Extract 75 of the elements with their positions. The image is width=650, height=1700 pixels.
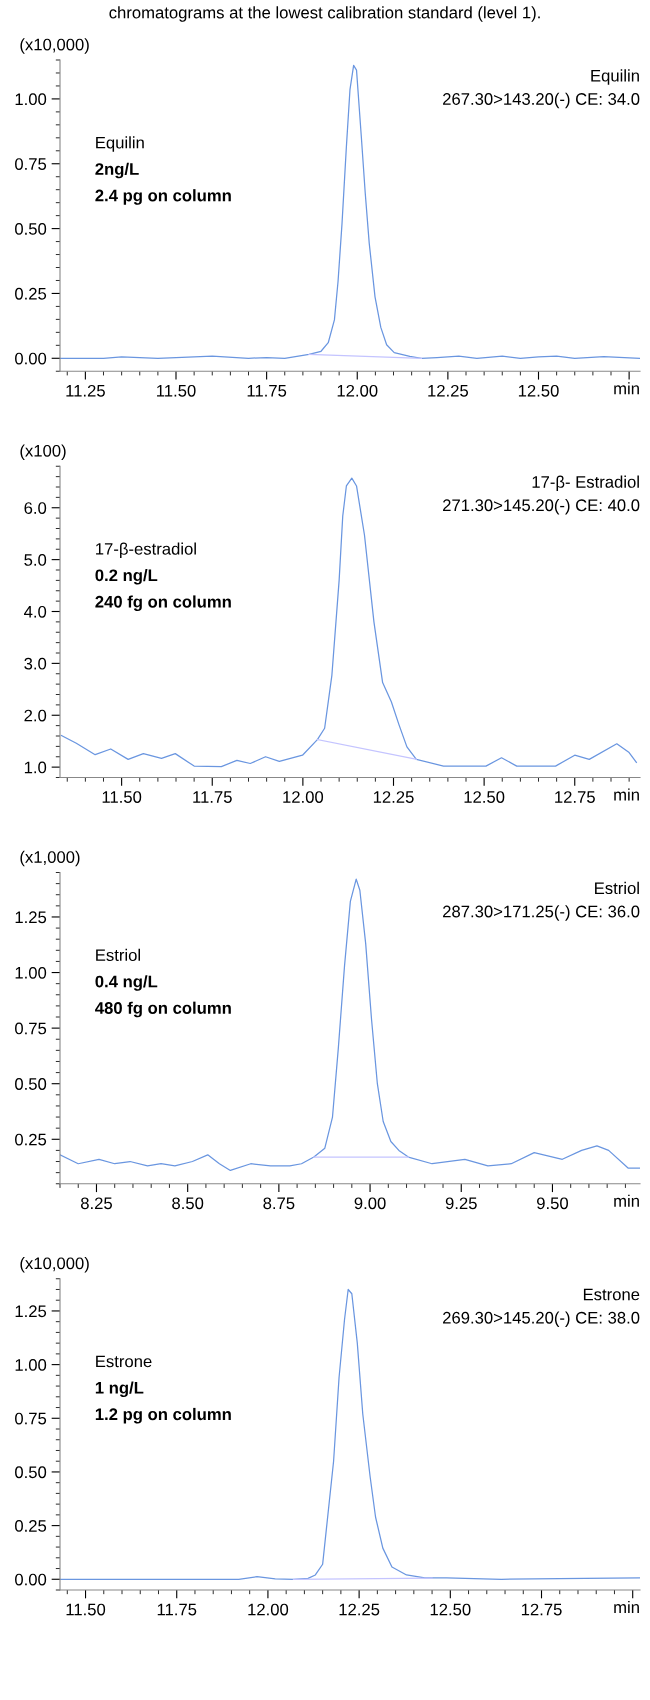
annotation: 1 ng/L <box>95 1381 144 1398</box>
x-axis-title: min <box>614 1600 639 1613</box>
x-tick-label: 8.75 <box>263 1197 295 1210</box>
y-tick-label: 0.75 <box>15 1022 47 1035</box>
y-axis-title: (x1,000) <box>20 850 80 867</box>
y-tick-label: 3.0 <box>24 657 47 670</box>
annotation: 287.30>171.25(-) CE: 36.0 <box>443 905 640 921</box>
x-tick-label: 12.25 <box>339 1603 380 1616</box>
x-tick-label: 11.50 <box>157 384 196 397</box>
x-tick-label: 12.50 <box>430 1603 471 1616</box>
x-axis-title: min <box>614 382 639 395</box>
y-tick-label: 1.00 <box>15 1359 47 1371</box>
annotation: Equilin <box>591 69 639 85</box>
annotation: 271.30>145.20(-) CE: 40.0 <box>443 498 640 515</box>
x-tick-label: 11.50 <box>102 791 142 803</box>
x-tick-label: 12.25 <box>373 791 414 803</box>
annotation: 240 fg on column <box>95 595 231 611</box>
annotation: 17-β- Estradiol <box>532 475 639 492</box>
annotation: Estrone <box>96 1355 152 1368</box>
y-tick-label: 5.0 <box>24 554 47 566</box>
y-tick-label: 0.75 <box>15 158 47 170</box>
y-tick-label: 0.00 <box>15 1573 47 1586</box>
annotation: 0.2 ng/L <box>95 568 158 585</box>
x-tick-label: 12.75 <box>555 791 595 803</box>
x-tick-label: 11.75 <box>193 791 232 803</box>
y-tick-label: 0.00 <box>15 352 47 365</box>
annotation: 267.30>143.20(-) CE: 34.0 <box>443 92 640 109</box>
y-tick-label: 1.00 <box>15 966 47 979</box>
x-tick-label: 9.00 <box>354 1197 386 1210</box>
x-tick-label: 12.50 <box>518 384 559 397</box>
annotation: Estriol <box>595 881 639 895</box>
annotation: 0.4 ng/L <box>95 975 158 991</box>
annotation: Estrone <box>583 1288 640 1301</box>
x-tick-label: 8.50 <box>172 1197 204 1210</box>
x-tick-label: 11.75 <box>247 385 287 397</box>
y-tick-label: 1.0 <box>24 761 47 774</box>
x-tick-label: 9.25 <box>445 1197 477 1210</box>
x-tick-label: 8.25 <box>80 1197 112 1210</box>
annotation: Equilin <box>96 136 144 152</box>
y-axis-title: (x10,000) <box>20 38 89 54</box>
y-tick-label: 1.00 <box>15 93 47 106</box>
y-tick-label: 0.25 <box>15 1520 47 1532</box>
x-tick-label: 12.75 <box>521 1603 562 1616</box>
y-axis-title: (x100) <box>20 444 66 461</box>
y-tick-label: 0.75 <box>15 1412 47 1425</box>
x-tick-label: 12.25 <box>428 384 469 397</box>
y-tick-label: 1.25 <box>15 911 47 924</box>
chart-title: chromatograms at the lowest calibration standard (level 1). <box>109 6 540 22</box>
x-tick-label: 12.00 <box>248 1603 289 1616</box>
y-tick-label: 0.25 <box>15 287 47 300</box>
y-tick-label: 0.50 <box>15 1466 47 1479</box>
annotation: Estriol <box>96 948 140 962</box>
y-tick-label: 0.50 <box>15 222 47 235</box>
y-axis-title: (x10,000) <box>20 1256 89 1273</box>
annotation: 2.4 pg on column <box>95 189 231 205</box>
x-axis-title: min <box>614 1194 639 1207</box>
x-tick-label: 12.50 <box>464 791 505 803</box>
y-tick-label: 0.50 <box>15 1078 47 1090</box>
x-tick-label: 9.50 <box>537 1197 569 1210</box>
y-tick-label: 0.25 <box>15 1133 47 1146</box>
y-tick-label: 2.0 <box>24 709 47 722</box>
annotation: 2ng/L <box>95 162 139 179</box>
y-tick-label: 6.0 <box>24 502 47 514</box>
annotation: 269.30>145.20(-) CE: 38.0 <box>443 1311 640 1327</box>
y-tick-label: 1.25 <box>15 1305 47 1318</box>
x-tick-label: 11.50 <box>66 1603 106 1616</box>
x-tick-label: 11.25 <box>66 384 105 397</box>
x-axis-title: min <box>614 788 639 801</box>
annotation: 480 fg on column <box>95 1001 231 1018</box>
x-tick-label: 12.00 <box>337 384 378 397</box>
x-tick-label: 12.00 <box>283 791 324 803</box>
annotation: 17-β-estradiol <box>96 542 196 559</box>
annotation: 1.2 pg on column <box>95 1407 231 1424</box>
y-tick-label: 4.0 <box>24 605 47 618</box>
x-tick-label: 11.75 <box>157 1603 197 1616</box>
